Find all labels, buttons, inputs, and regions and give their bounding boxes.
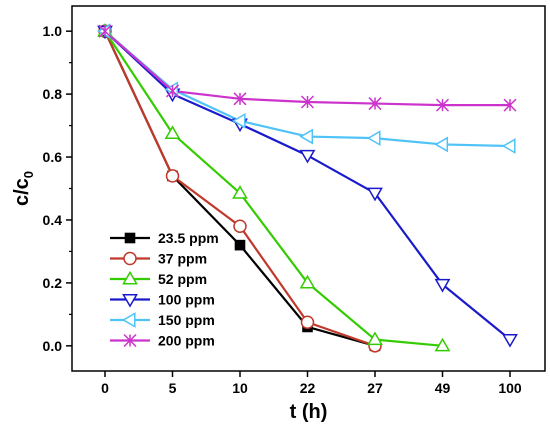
data-point (165, 169, 180, 183)
series-200-ppm (98, 24, 517, 112)
data-point (299, 274, 316, 289)
x-axis: 0 5 10 22 27 49 100 (101, 371, 522, 396)
legend-item: 100 ppm (110, 292, 215, 308)
legend-item: 37 ppm (110, 251, 207, 267)
legend-label: 150 ppm (158, 312, 215, 328)
data-point (164, 125, 181, 139)
x-tick-label: 49 (435, 380, 451, 396)
legend-label: 23.5 ppm (158, 230, 219, 246)
data-point (503, 98, 517, 112)
y-tick-label: 0.0 (43, 338, 63, 354)
data-point (299, 128, 314, 145)
y-tick-label: 0.2 (43, 275, 63, 291)
series-150-ppm (96, 23, 516, 154)
legend-label: 200 ppm (158, 333, 215, 349)
legend-label: 52 ppm (158, 271, 207, 287)
data-point (233, 92, 247, 106)
data-point (124, 232, 136, 244)
legend-label: 37 ppm (158, 251, 207, 267)
data-point (434, 337, 451, 352)
legend-item: 150 ppm (110, 312, 215, 328)
data-point (123, 333, 137, 348)
data-point (501, 138, 516, 154)
data-point (367, 331, 383, 346)
legend-item: 23.5 ppm (110, 230, 219, 246)
y-tick-label: 0.8 (43, 86, 63, 102)
series-markers (96, 23, 518, 353)
data-point (98, 24, 112, 38)
x-tick-label: 0 (101, 380, 109, 396)
y-axis-title-subscript: 0 (21, 171, 36, 178)
data-point (122, 293, 138, 308)
data-point (300, 315, 315, 329)
y-tick-label: 0.6 (43, 149, 63, 165)
y-axis-title-main: c/c (11, 178, 33, 206)
data-point (299, 149, 316, 164)
data-point (121, 312, 136, 328)
y-tick-label: 0.4 (43, 212, 63, 228)
data-point (434, 136, 449, 153)
data-point (234, 239, 246, 251)
y-axis: 0.0 0.2 0.4 0.6 0.8 1.0 (43, 23, 72, 354)
data-point (435, 98, 450, 112)
series-line (104, 30, 443, 347)
series-line (104, 30, 510, 107)
y-axis-title: c/c0 (11, 171, 36, 206)
x-tick-label: 22 (300, 380, 316, 396)
data-point (366, 130, 381, 147)
x-tick-label: 10 (232, 380, 248, 396)
data-point (434, 278, 451, 293)
data-point (502, 333, 518, 348)
y-tick-label: 1.0 (43, 23, 63, 39)
data-point (123, 251, 137, 266)
data-point (165, 84, 180, 98)
legend-item: 52 ppm (110, 270, 207, 287)
x-tick-label: 100 (498, 380, 522, 396)
legend: 23.5 ppm 37 ppm 52 ppm 100 ppm 150 ppm 200 pp… (110, 230, 219, 349)
legend-label: 100 ppm (158, 292, 215, 308)
data-point (233, 219, 247, 234)
x-axis-title: t (h) (290, 401, 328, 423)
data-point (368, 97, 382, 111)
data-point (232, 185, 248, 199)
x-tick-label: 27 (367, 380, 383, 396)
legend-item: 200 ppm (110, 333, 215, 349)
data-point (122, 270, 138, 285)
data-point (367, 187, 383, 202)
data-point (231, 112, 246, 129)
data-point (300, 95, 315, 109)
x-tick-label: 5 (169, 380, 177, 396)
